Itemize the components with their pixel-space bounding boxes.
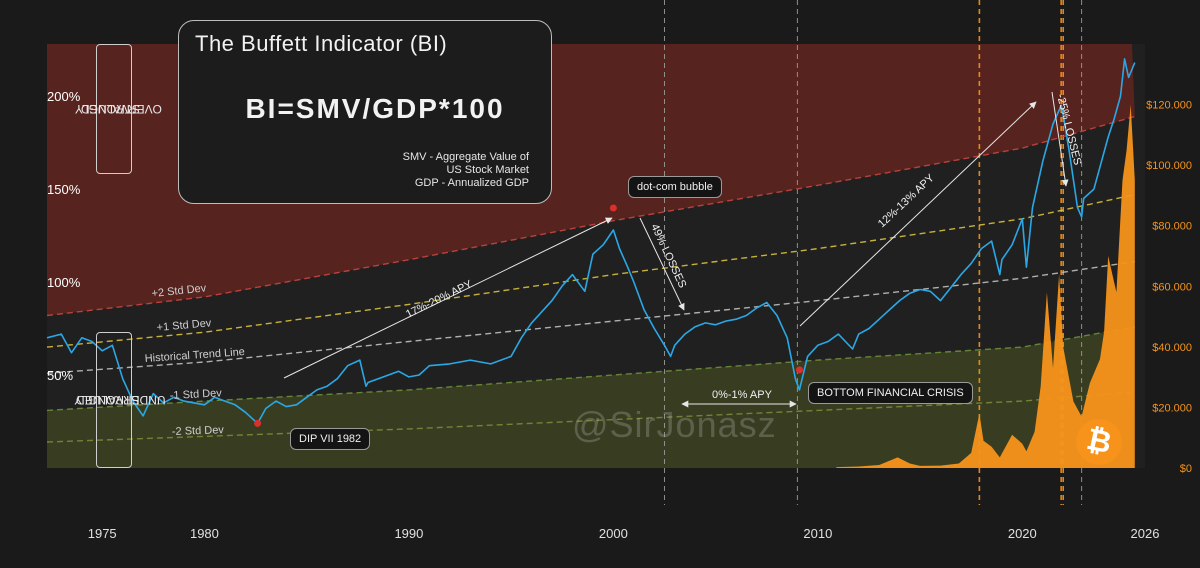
apy-post-crisis-arrow <box>799 101 1037 327</box>
y-right-tick-label: $60.000 <box>1152 281 1192 293</box>
apy-flat-label: 0%-1% APY <box>712 389 773 401</box>
panel-definition-2: US Stock Market <box>446 164 529 176</box>
y-left-tick-label: 50% <box>47 368 73 383</box>
panel-definition-3: GDP - Annualized GDP <box>414 177 529 189</box>
panel-title: The Buffett Indicator (BI) <box>195 31 448 56</box>
watermark: @SirJonasz <box>572 404 777 445</box>
dip-1982-tag: DIP VII 1982 <box>290 428 371 450</box>
overvalued-zone-label: STRONGLY OVERVALUED <box>74 44 161 174</box>
plus-2-std-dev-line <box>46 115 1135 317</box>
x-tick-label: 2010 <box>803 526 832 541</box>
formula-panel: The Buffett Indicator (BI) BI=SMV/GDP*10… <box>178 20 552 204</box>
apy-80s-90s-arrow <box>283 217 613 379</box>
y-right-tick-label: $120.000 <box>1146 100 1192 112</box>
x-tick-label: 2026 <box>1131 526 1160 541</box>
y-right-tick-label: $100.000 <box>1146 160 1192 172</box>
minus-2-std-dev-label: -2 Std Dev <box>172 424 225 438</box>
x-tick-label: 1975 <box>88 526 117 541</box>
y-right-tick-label: $0 <box>1180 463 1192 475</box>
y-left-tick-label: 150% <box>47 182 81 197</box>
undervalued-line-2: UNDERVALUED <box>76 393 166 407</box>
overvalued-line-2: OVERVALUED <box>80 102 162 116</box>
y-right-tick-label: $40.000 <box>1152 342 1192 354</box>
buffett-indicator-line <box>46 58 1136 425</box>
dip-1982-dot <box>254 419 262 427</box>
x-tick-label: 2000 <box>599 526 628 541</box>
losses-dotcom-arrow <box>639 217 685 311</box>
y-left-tick-label: 100% <box>47 275 81 290</box>
dotcom-bubble-tag: dot-com bubble <box>628 176 722 198</box>
plus-2-std-dev-label: +2 Std Dev <box>151 282 207 300</box>
panel-definition-1: SMV - Aggregate Value of <box>402 151 529 163</box>
panel-formula: BI=SMV/GDP*100 <box>245 93 505 124</box>
financial-crisis-bottom-dot <box>795 366 803 374</box>
y-right-tick-label: $80.000 <box>1152 221 1192 233</box>
undervalued-zone-label: STRONGLY UNDERVALUED <box>74 332 166 468</box>
bitcoin-price-area <box>836 104 1135 468</box>
dotcom-peak-dot <box>609 204 617 212</box>
x-tick-label: 2020 <box>1008 526 1037 541</box>
plus-1-std-dev-label: +1 Std Dev <box>156 317 212 334</box>
bottom-financial-crisis-tag: BOTTOM FINANCIAL CRISIS <box>808 382 973 404</box>
x-tick-label: 1990 <box>394 526 423 541</box>
x-tick-label: 1980 <box>190 526 219 541</box>
losses-2022-arrow <box>1051 91 1069 187</box>
y-right-tick-label: $20.000 <box>1152 402 1192 414</box>
y-left-tick-label: 200% <box>47 89 81 104</box>
minus-1-std-dev-label: -1 Std Dev <box>170 387 223 402</box>
